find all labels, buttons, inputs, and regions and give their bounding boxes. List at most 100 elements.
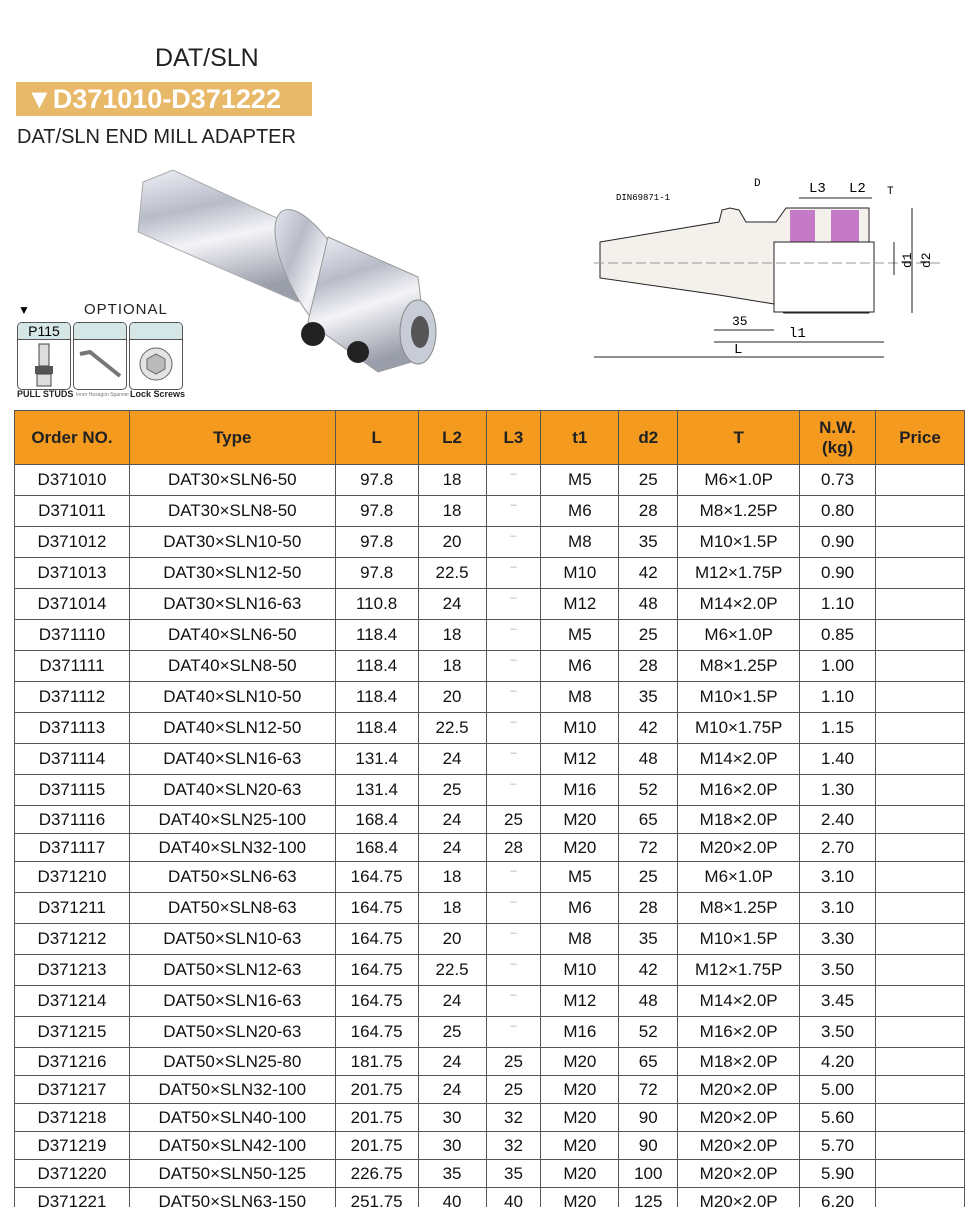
table-cell: M20 <box>540 833 620 862</box>
table-cell: 251.75 <box>334 1187 419 1207</box>
table-cell: M20 <box>540 1047 620 1076</box>
table-cell: M20 <box>540 1159 620 1188</box>
l3-label: L3 <box>809 181 826 197</box>
table-cell: D371220 <box>14 1159 130 1188</box>
table-cell: 0.90 <box>799 557 877 589</box>
table-cell: 0.80 <box>799 495 877 527</box>
table-cell: 18 <box>417 892 487 924</box>
table-row: D371211 DAT50×SLN8-63 164.75 18– M6 28 M8×1.25… <box>14 892 965 924</box>
d2-label: d2 <box>919 252 934 268</box>
table-row: D371114 DAT40×SLN16-63 131.4 24– M12 48 M14×2.… <box>14 743 965 775</box>
d1-label: d1 <box>900 252 915 268</box>
table-cell: DAT50×SLN12-63 <box>128 954 336 986</box>
table-cell: 3.50 <box>799 1016 877 1048</box>
table-cell: 22.5 <box>417 712 487 744</box>
table-row: D371013 DAT30×SLN12-50 97.8 22.5– M10 42 M12×1… <box>14 557 965 589</box>
table-row: D371216 DAT50×SLN25-80 181.75 24 25 M20 65 M18×… <box>14 1047 965 1076</box>
table-cell: M6×1.0P <box>677 861 801 893</box>
table-cell: D371210 <box>14 861 130 893</box>
table-cell: M16 <box>540 1016 620 1048</box>
lock-screw-box <box>129 322 183 390</box>
table-cell: M10 <box>540 557 620 589</box>
table-cell: – <box>485 650 542 682</box>
table-cell: 30 <box>417 1131 487 1160</box>
table-cell: 164.75 <box>334 954 419 986</box>
table-cell: 97.8 <box>334 557 419 589</box>
table-cell: DAT40×SLN20-63 <box>128 774 336 806</box>
table-cell: 164.75 <box>334 985 419 1017</box>
table-cell <box>875 954 965 986</box>
table-cell: 90 <box>618 1131 679 1160</box>
table-cell: M18×2.0P <box>677 1047 801 1076</box>
table-cell: 65 <box>618 805 679 834</box>
table-cell: 24 <box>417 1047 487 1076</box>
table-cell: 28 <box>618 495 679 527</box>
pull-stud-icon <box>35 343 53 387</box>
table-cell: M8×1.25P <box>677 495 801 527</box>
table-cell: 42 <box>618 557 679 589</box>
table-cell: D371115 <box>14 774 130 806</box>
table-cell: DAT50×SLN42-100 <box>128 1131 336 1160</box>
table-cell: 3.50 <box>799 954 877 986</box>
table-header-row: Order NO. Type L L2 L3 t1 d2 T N.W. (kg) Price <box>14 410 965 465</box>
table-cell: D371111 <box>14 650 130 682</box>
table-cell: D371218 <box>14 1103 130 1132</box>
table-cell: 6.20 <box>799 1187 877 1207</box>
table-cell: DAT30×SLN6-50 <box>128 464 336 496</box>
table-cell: M8×1.25P <box>677 892 801 924</box>
table-row: D371117 DAT40×SLN32-100 168.4 24 28 M20 72 M20×… <box>14 833 965 862</box>
table-cell: M20×2.0P <box>677 1075 801 1104</box>
table-cell <box>875 650 965 682</box>
table-cell: – <box>485 588 542 620</box>
table-cell: D371216 <box>14 1047 130 1076</box>
table-cell: M18×2.0P <box>677 805 801 834</box>
pull-stud-label: PULL STUDS <box>17 389 74 399</box>
table-cell: M20 <box>540 1187 620 1207</box>
table-cell: D371010 <box>14 464 130 496</box>
table-cell: 4.20 <box>799 1047 877 1076</box>
table-cell: 24 <box>417 805 487 834</box>
table-cell: 5.00 <box>799 1075 877 1104</box>
table-cell: M6×1.0P <box>677 619 801 651</box>
table-cell: DAT30×SLN8-50 <box>128 495 336 527</box>
table-cell: D371012 <box>14 526 130 558</box>
table-cell: M12 <box>540 743 620 775</box>
table-cell: 20 <box>417 923 487 955</box>
table-cell: DAT50×SLN40-100 <box>128 1103 336 1132</box>
hex-key-icon <box>79 349 122 378</box>
table-cell: 3.10 <box>799 861 877 893</box>
table-cell: M10×1.5P <box>677 923 801 955</box>
table-cell: 1.30 <box>799 774 877 806</box>
table-cell <box>875 712 965 744</box>
table-cell: – <box>485 954 542 986</box>
table-cell: D371219 <box>14 1131 130 1160</box>
table-cell: 72 <box>618 833 679 862</box>
table-cell: – <box>485 526 542 558</box>
table-cell: DAT40×SLN10-50 <box>128 681 336 713</box>
table-cell: M10×1.5P <box>677 681 801 713</box>
table-cell: DAT40×SLN6-50 <box>128 619 336 651</box>
table-cell: M20×2.0P <box>677 1159 801 1188</box>
table-cell <box>875 619 965 651</box>
column-header: d2 <box>618 410 679 465</box>
table-cell: DAT50×SLN20-63 <box>128 1016 336 1048</box>
table-cell: M20 <box>540 805 620 834</box>
table-cell: 226.75 <box>334 1159 419 1188</box>
table-row: D371214 DAT50×SLN16-63 164.75 24– M12 48 M14×2… <box>14 985 965 1017</box>
table-cell: 24 <box>417 1075 487 1104</box>
table-cell: 18 <box>417 464 487 496</box>
d-label: D <box>754 178 761 190</box>
table-cell: 28 <box>618 650 679 682</box>
column-header: T <box>677 410 801 465</box>
table-cell: M6 <box>540 892 620 924</box>
table-cell: M10×1.5P <box>677 526 801 558</box>
table-cell: DAT40×SLN8-50 <box>128 650 336 682</box>
table-cell: 18 <box>417 861 487 893</box>
table-cell: – <box>485 892 542 924</box>
column-header: L <box>334 410 419 465</box>
table-cell <box>875 526 965 558</box>
table-cell: 48 <box>618 588 679 620</box>
table-cell <box>875 1187 965 1207</box>
l2-label: L2 <box>849 181 866 197</box>
table-cell: 48 <box>618 985 679 1017</box>
